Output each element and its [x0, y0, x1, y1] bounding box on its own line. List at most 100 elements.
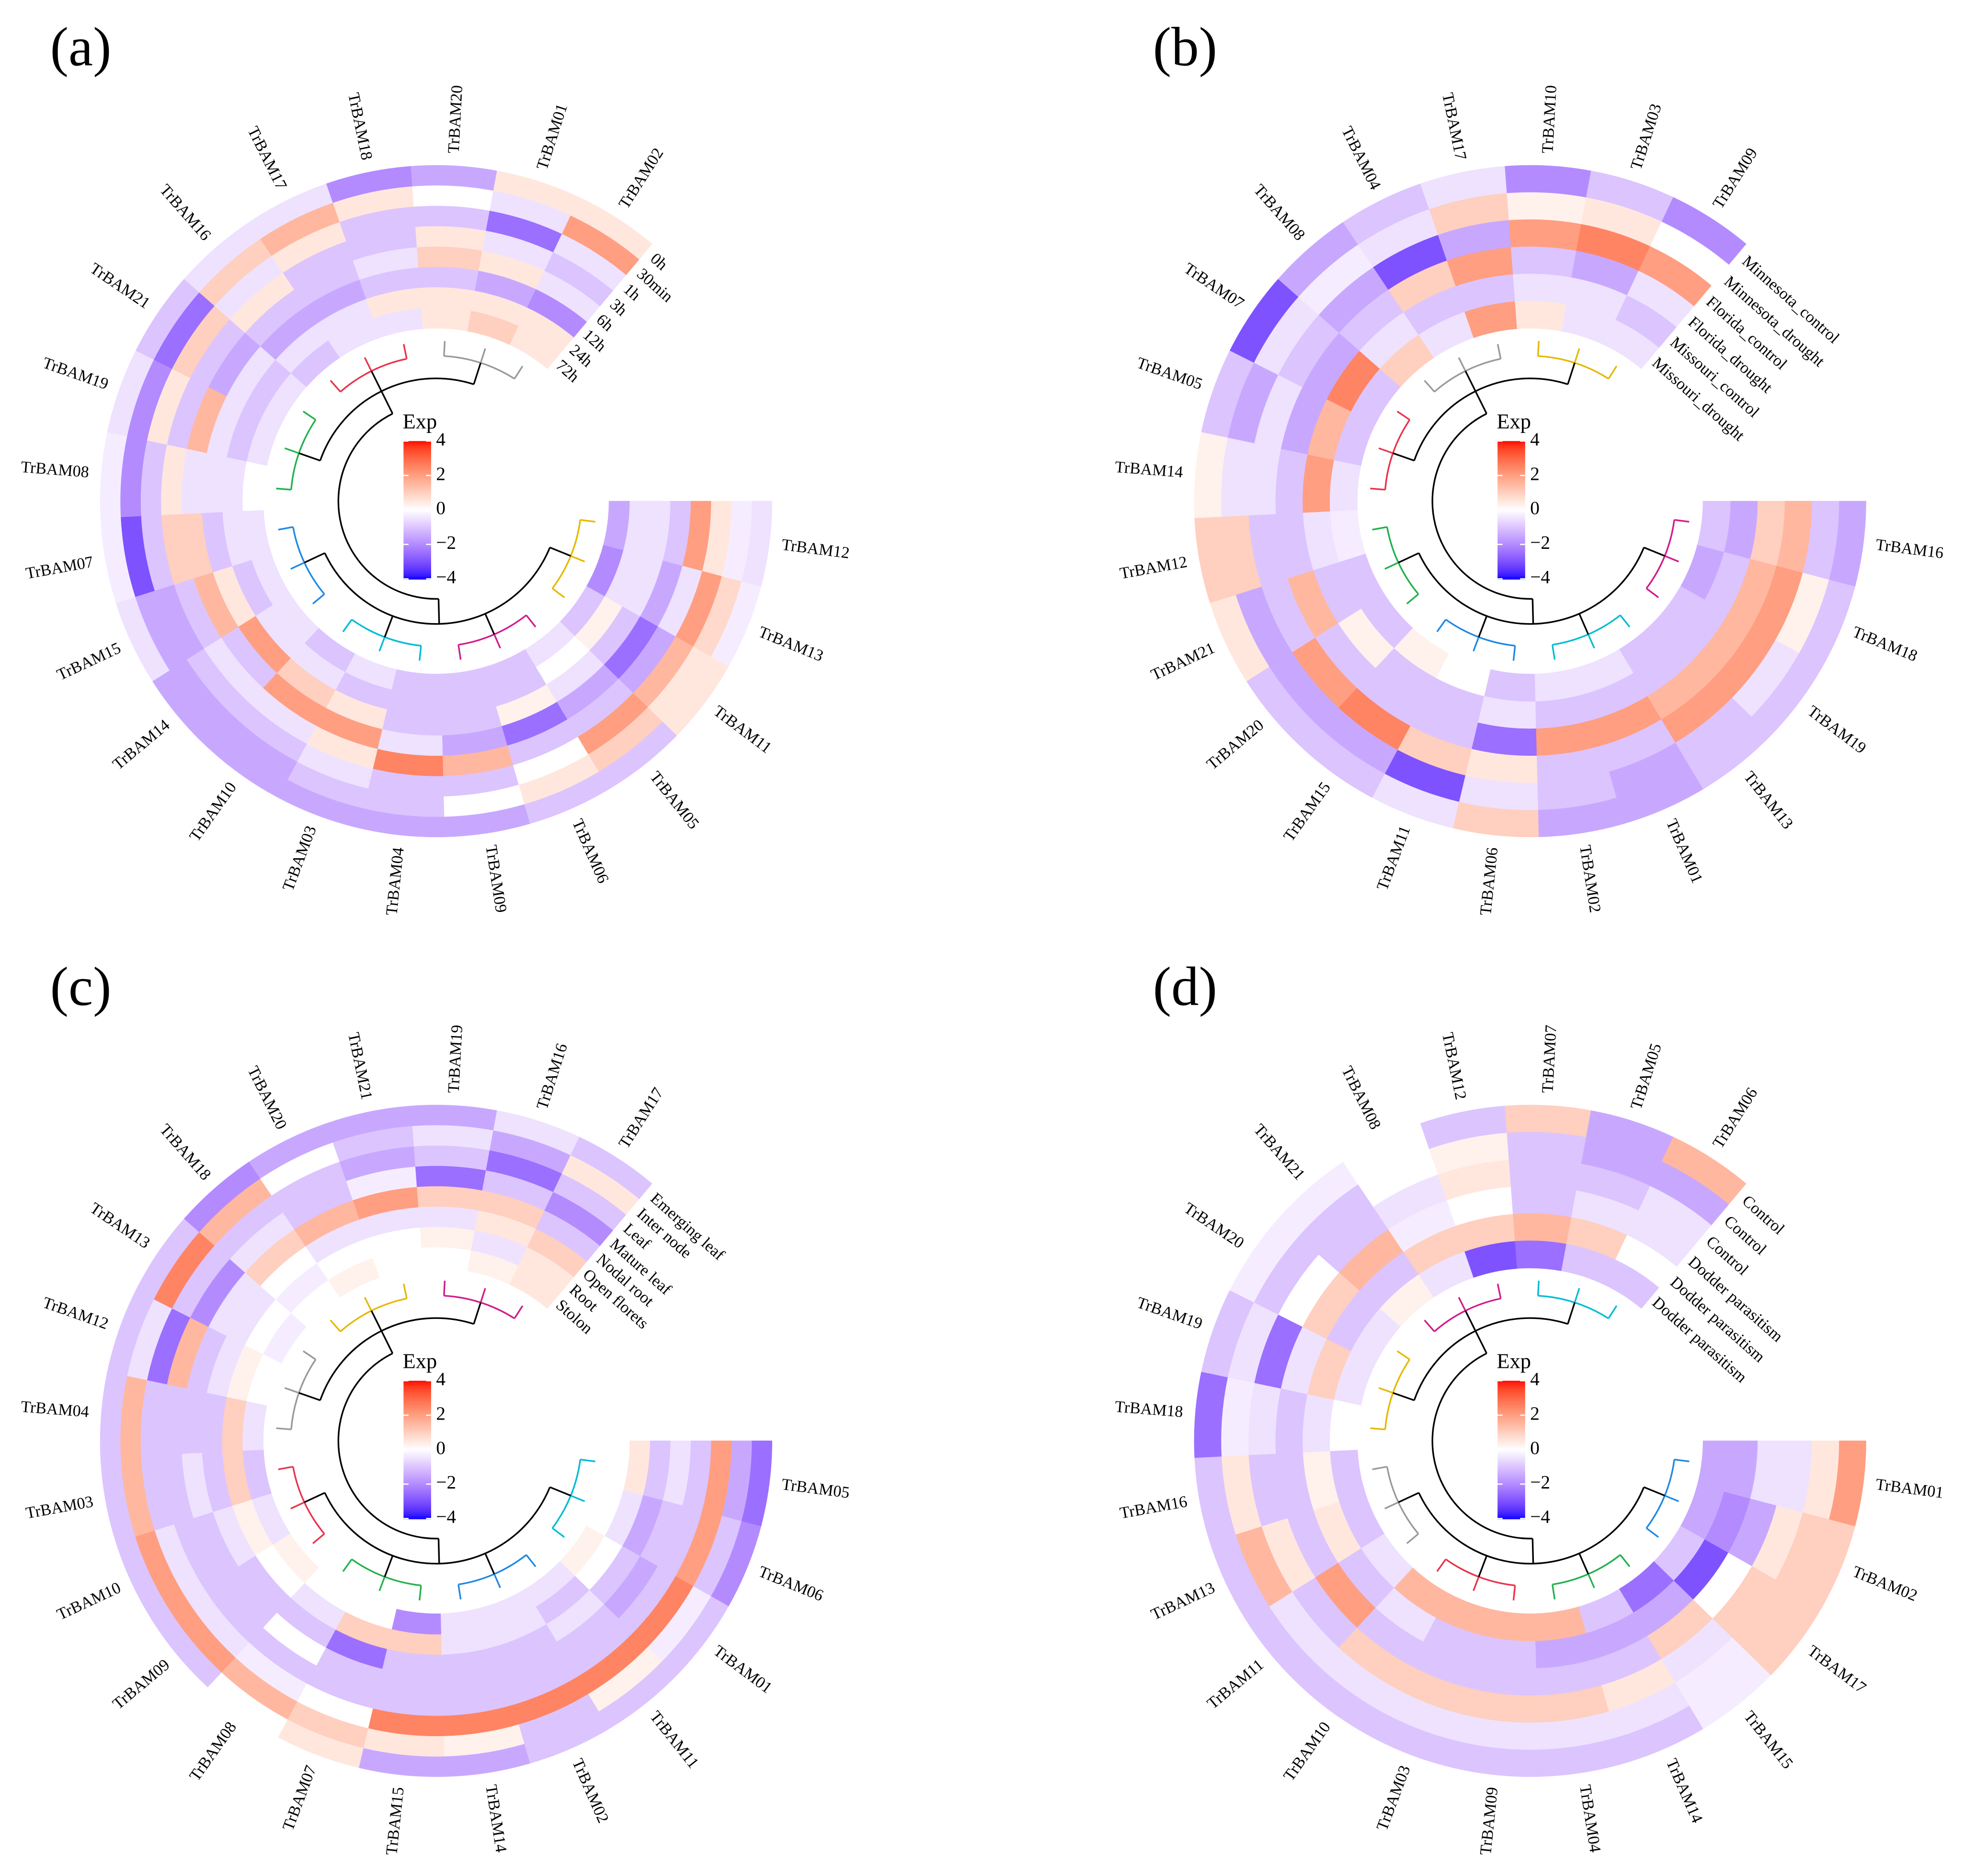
colorbar-strip: [1497, 542, 1525, 546]
colorbar-strip: [403, 1406, 431, 1410]
colorbar-title: Exp: [1497, 409, 1531, 433]
gene-label: TrBAM09: [482, 844, 510, 914]
heat-cell: [1603, 319, 1659, 369]
dendrogram: [380, 1330, 394, 1354]
colorbar-strip: [403, 480, 431, 483]
gene-label: TrBAM12: [1439, 1031, 1470, 1102]
colorbar-tick-label: −4: [1530, 567, 1550, 588]
colorbar-strip: [1497, 1422, 1525, 1425]
gene-label: TrBAM20: [244, 1063, 290, 1132]
colorbar-strip: [403, 1502, 431, 1506]
gene-label: TrBAM04: [383, 847, 408, 916]
colorbar-strip: [1497, 1466, 1525, 1469]
colorbar-strip: [1497, 1431, 1525, 1434]
colorbar-tick-label: 0: [1530, 1438, 1540, 1458]
colorbar-strip: [403, 1512, 431, 1515]
colorbar-strip: [403, 549, 431, 552]
colorbar-strip: [1497, 1472, 1525, 1476]
dendrogram: [342, 1558, 353, 1572]
dendrogram: [1424, 380, 1435, 393]
colorbar-strip: [403, 505, 431, 509]
colorbar-strip: [1497, 1516, 1525, 1520]
gene-label: TrBAM12: [781, 536, 851, 562]
colorbar-tick-label: −4: [436, 567, 456, 588]
dendrogram: [278, 1466, 294, 1470]
dendrogram: [549, 546, 571, 557]
dendrogram: [473, 363, 482, 385]
colorbar-strip: [1497, 544, 1525, 548]
colorbar-strip: [1497, 503, 1525, 506]
dendrogram: [1372, 1466, 1387, 1470]
colorbar-strip: [1497, 1498, 1525, 1501]
dendrogram: [1398, 1492, 1419, 1503]
heat-cell: [1508, 219, 1582, 251]
dendrogram: [403, 344, 408, 359]
dendrogram: [304, 1492, 325, 1503]
dendrogram: [384, 1555, 394, 1577]
colorbar-strip: [1497, 489, 1525, 492]
colorbar-strip: [403, 1392, 431, 1396]
gene-label: TrBAM13: [756, 623, 826, 665]
colorbar-strip: [403, 457, 431, 460]
colorbar-strip: [403, 484, 431, 488]
gene-label: TrBAM08: [20, 458, 90, 481]
dendrogram: [1464, 370, 1476, 392]
colorbar-strip: [1497, 462, 1525, 465]
dendrogram: [312, 1533, 325, 1544]
dendrogram: [1431, 413, 1533, 600]
colorbar-strip: [403, 462, 431, 465]
colorbar-strip: [1497, 471, 1525, 474]
dendrogram: [312, 593, 325, 604]
colorbar-strip: [1497, 1406, 1525, 1410]
colorbar-strip: [403, 1394, 431, 1398]
dendrogram: [278, 526, 294, 531]
heat-cell: [1515, 1240, 1567, 1272]
colorbar-strip: [403, 1443, 431, 1446]
colorbar-strip: [403, 546, 431, 550]
colorbar-strip: [403, 1387, 431, 1391]
dendrogram: [570, 555, 585, 563]
colorbar-strip: [1497, 1438, 1525, 1442]
colorbar-strip: [403, 1397, 431, 1400]
gene-label: TrBAM13: [1148, 1579, 1218, 1624]
gene-label: TrBAM01: [1663, 817, 1706, 886]
colorbar-strip: [403, 1495, 431, 1499]
gene-label: TrBAM19: [1134, 1294, 1205, 1333]
heat-cell: [421, 307, 472, 332]
gene-label: TrBAM13: [87, 1199, 153, 1252]
colorbar-strip: [403, 1477, 431, 1480]
colorbar-strip: [403, 544, 431, 548]
dendrogram: [1537, 341, 1540, 356]
colorbar-strip: [1497, 478, 1525, 481]
colorbar-strip: [403, 473, 431, 477]
colorbar-tick-label: 2: [436, 1403, 446, 1424]
heat-cell: [1603, 1259, 1659, 1309]
dendrogram: [1398, 552, 1419, 564]
gene-label: TrBAM19: [1804, 702, 1869, 757]
colorbar-strip: [1497, 512, 1525, 515]
panel-label: (b): [1153, 16, 1217, 77]
dendrogram: [437, 1538, 440, 1564]
gene-label: TrBAM21: [1148, 639, 1218, 684]
colorbar-strip: [403, 1516, 431, 1520]
colorbar-strip: [1497, 448, 1525, 451]
colorbar-strip: [403, 1514, 431, 1517]
dendrogram: [473, 1302, 482, 1324]
colorbar-strip: [1497, 1477, 1525, 1480]
colorbar-strip: [403, 466, 431, 469]
colorbar-strip: [403, 1433, 431, 1437]
colorbar-strip: [403, 560, 431, 564]
dendrogram: [1393, 452, 1415, 462]
gene-label: TrBAM15: [54, 639, 124, 684]
gene-label: TrBAM09: [109, 1656, 173, 1713]
dendrogram: [549, 1486, 571, 1497]
colorbar-tick-label: −2: [1530, 533, 1550, 553]
colorbar-strip: [1497, 473, 1525, 477]
dendrogram: [370, 370, 382, 392]
dendrogram: [1396, 410, 1410, 421]
gene-label: TrBAM20: [445, 85, 467, 154]
heat-cell: [1484, 1609, 1536, 1641]
colorbar-tick-label: 4: [1530, 429, 1540, 450]
colorbar-strip: [403, 1408, 431, 1411]
